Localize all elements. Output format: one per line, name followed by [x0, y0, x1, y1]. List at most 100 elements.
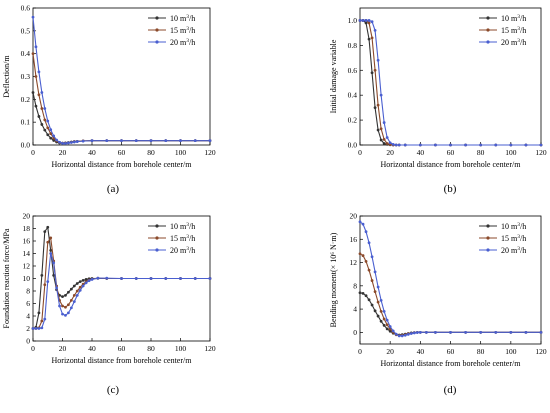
- data-point: [72, 300, 76, 304]
- data-point: [46, 126, 50, 130]
- data-point: [379, 138, 383, 142]
- x-tick-label: 20: [59, 148, 67, 157]
- data-point: [464, 330, 467, 334]
- legend-label-main: 15 m: [501, 26, 518, 35]
- data-point: [434, 143, 437, 147]
- legend-label-main: 15 m: [501, 234, 518, 243]
- data-point: [418, 143, 422, 147]
- legend-label-main: 20 m: [501, 38, 518, 47]
- y-tick-label: 0.6: [348, 66, 358, 75]
- data-point: [367, 19, 371, 22]
- x-tick-label: 60: [118, 148, 126, 157]
- data-point: [449, 143, 452, 147]
- y-axis-label: Foundation reaction force/MPa: [2, 228, 11, 328]
- data-point: [69, 306, 73, 310]
- legend-label-3: 20 m3/h: [501, 246, 526, 255]
- data-point: [376, 300, 380, 304]
- data-point: [58, 304, 61, 308]
- data-point: [379, 319, 383, 323]
- y-tick-label: 12: [23, 262, 31, 271]
- data-point: [409, 332, 413, 335]
- data-point: [52, 134, 56, 138]
- data-point: [524, 330, 528, 334]
- data-point: [67, 290, 70, 294]
- data-point: [61, 304, 64, 308]
- legend-label-sup: 3: [517, 234, 520, 240]
- legend-label-tail: /h: [520, 222, 526, 231]
- data-point: [179, 139, 182, 143]
- data-point: [81, 139, 85, 143]
- data-point: [49, 132, 53, 135]
- data-point: [67, 141, 70, 145]
- x-axis-label: Horizontal distance from borehole center…: [52, 160, 193, 169]
- y-axis-label: Deflection/m: [2, 55, 11, 98]
- data-point: [120, 139, 123, 143]
- data-point: [40, 91, 44, 94]
- data-point: [96, 276, 100, 280]
- y-tick-label: 0.3: [21, 72, 31, 81]
- data-point: [358, 252, 362, 256]
- legend-label-2: 15 m3/h: [170, 234, 195, 243]
- data-point: [385, 318, 389, 322]
- legend-label-main: 20 m: [501, 246, 518, 255]
- legend-label-sup: 3: [186, 14, 189, 20]
- data-point: [361, 254, 365, 257]
- data-point: [78, 280, 82, 284]
- data-point: [84, 281, 88, 285]
- data-point: [52, 273, 56, 277]
- data-point: [388, 141, 392, 145]
- x-tick-label: 100: [175, 148, 187, 157]
- legend-label-main: 10 m: [170, 222, 187, 231]
- y-tick-label: 20: [23, 212, 31, 221]
- data-point: [81, 278, 85, 282]
- y-tick-label: 0.2: [348, 116, 358, 125]
- data-point: [364, 259, 368, 263]
- legend-marker: [155, 40, 159, 44]
- data-point: [72, 293, 76, 297]
- data-point: [49, 252, 53, 255]
- legend-marker: [486, 248, 490, 252]
- data-point: [379, 310, 383, 313]
- series-line-3: [33, 253, 210, 330]
- data-point: [40, 123, 44, 126]
- data-point: [164, 139, 168, 143]
- data-point: [364, 294, 368, 298]
- chart-panel-d: 0 20 40 60 80 100 120 0 4 8 12 16 20 Horizontal dista…: [275, 204, 550, 413]
- data-point: [367, 21, 371, 25]
- legend-label-1: 10 m3/h: [170, 14, 195, 23]
- data-point: [84, 278, 88, 281]
- y-tick-label: 0.0: [21, 141, 31, 150]
- data-point: [75, 293, 79, 297]
- y-tick-label: 4: [26, 312, 30, 321]
- data-point: [382, 121, 386, 124]
- data-point: [105, 139, 109, 143]
- legend-label-main: 15 m: [170, 26, 187, 35]
- data-point: [358, 220, 362, 224]
- data-point: [34, 327, 38, 330]
- panel-label: (b): [444, 183, 457, 195]
- data-point: [397, 143, 401, 147]
- x-tick-label: 120: [535, 347, 547, 356]
- data-point: [376, 128, 380, 132]
- data-point: [424, 330, 428, 334]
- data-point: [34, 104, 38, 108]
- data-point: [37, 70, 41, 74]
- data-point: [373, 68, 377, 72]
- data-point: [373, 290, 377, 294]
- legend-marker: [155, 248, 159, 252]
- data-point: [193, 139, 197, 143]
- data-point: [40, 319, 44, 323]
- legend-label-tail: /h: [189, 234, 195, 243]
- legend-label-tail: /h: [520, 26, 526, 35]
- data-point: [382, 142, 386, 145]
- data-point: [208, 139, 212, 143]
- y-tick-label: 6: [26, 299, 30, 308]
- data-point: [367, 268, 371, 272]
- chart-svg-d: 0 20 40 60 80 100 120 0 4 8 12 16 20 Horizontal dista…: [329, 212, 547, 397]
- data-point: [64, 305, 67, 309]
- data-point: [208, 277, 212, 280]
- data-point: [75, 282, 79, 285]
- legend-label-tail: /h: [189, 246, 195, 255]
- data-point: [46, 240, 50, 244]
- data-point: [367, 241, 371, 245]
